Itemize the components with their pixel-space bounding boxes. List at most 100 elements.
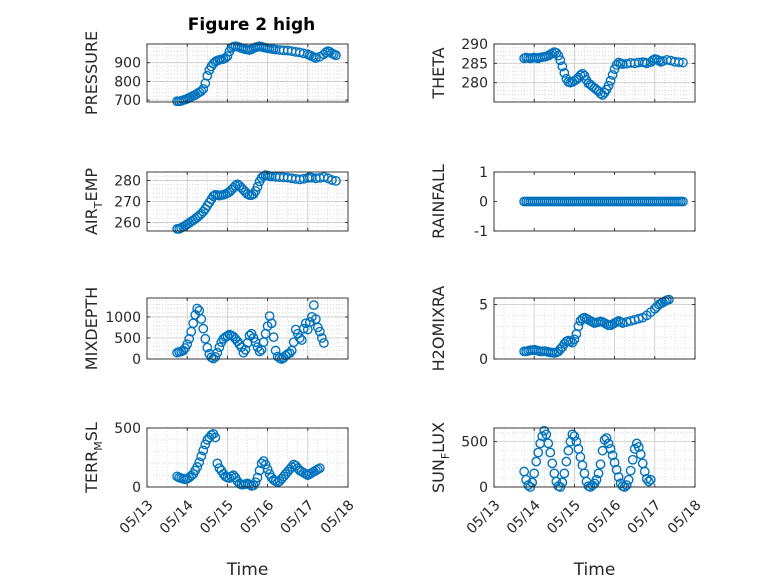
data-point [254,346,265,357]
data-point [605,75,616,86]
data-point [266,318,277,329]
y-tick-label: 280 [461,76,488,92]
data-point [555,55,566,66]
y-tick-label: 0 [479,352,488,368]
x-tick-label: 05/18 [318,497,358,537]
data-point [206,352,217,363]
data-point [244,479,255,490]
data-point [256,458,267,469]
y-tick-label: -1 [474,224,488,240]
data-point [573,321,584,332]
data-point [595,459,606,470]
axes-box [493,43,696,103]
x-tick-label: 05/14 [157,497,197,537]
y-label-main: TERR [82,451,101,494]
data-point [571,436,582,447]
figure-title: Figure 2 high [188,15,316,35]
axes-box [146,297,349,360]
data-point [613,472,624,482]
data-point [545,447,556,458]
data-point [238,347,249,358]
data-point [298,323,309,334]
data-point [607,70,618,80]
data-point [563,445,574,456]
y-label-tail: LUX [429,422,448,453]
y-tick-label: 0 [132,352,141,368]
data-point [331,175,341,186]
data-point [308,300,319,311]
y-label-main: AIR [82,208,101,235]
data-point [603,438,614,449]
data-point [260,459,271,470]
x-tick-label: 05/15 [544,497,584,537]
data-point [663,294,674,305]
data-point [533,447,544,458]
y-label-tail: EMP [82,168,101,202]
data-point [316,333,327,343]
data-point [198,84,209,94]
data-point [252,472,263,483]
data-point [314,463,325,474]
data-point [557,61,568,72]
y-tick-label: 270 [114,195,141,211]
data-point [678,57,688,68]
data-point [184,333,195,344]
data-point [643,476,654,487]
y-axis-label: AIRTEMP [82,168,105,235]
y-label-main: H2OMIXRA [429,286,448,372]
y-tick-label: 260 [114,216,141,232]
data-point [248,480,259,491]
x-tick-label: 05/13 [464,497,504,537]
data-point [641,58,652,69]
y-tick-label: 0 [132,480,141,496]
y-axis-label: TERRMSL [82,422,105,494]
y-label-subscript: F [439,453,452,459]
data-point [210,432,221,443]
data-point [569,334,580,345]
y-tick-label: 0 [479,480,488,496]
axes-box [146,43,349,103]
data-point [551,47,562,58]
x-tick-label: 05/17 [278,497,318,537]
data-point [182,339,193,350]
data-point [198,323,209,334]
subplot-grid: 700 800 900 PRESSURE Figure 2 high 280 285 290 T… [82,15,705,580]
data-point [250,477,261,488]
y-axis-label: H2OMIXRA [429,286,448,372]
data-point [230,180,241,191]
data-point [294,333,305,343]
data-point [226,471,237,482]
data-point [314,326,325,337]
series-points [172,428,325,491]
data-point [641,473,652,484]
data-point [212,458,223,469]
data-point [678,196,688,207]
subplot-7: 0 500 05/13 05/14 05/15 05/16 05/17 05/18 Time TE… [82,421,358,580]
data-point [196,86,207,97]
y-tick-label: 1000 [105,310,141,326]
series-points [172,170,341,234]
y-tick-label: 900 [114,56,141,72]
y-tick-label: 285 [461,56,488,72]
data-point [575,70,586,81]
axes-box [146,427,349,488]
subplot-8: 0 500 05/13 05/14 05/15 05/16 05/17 05/18 Time SU… [429,422,705,580]
y-tick-label: 0 [479,195,488,211]
subplot-6: 0 5 H2OMIXRA [429,286,696,372]
y-label-main: THETA [429,47,448,99]
data-point [212,347,223,358]
y-label-subscript: M [92,441,105,451]
data-point [561,456,572,467]
y-label-main: PRESSURE [82,31,101,115]
x-tick-label: 05/17 [625,497,665,537]
data-point [633,313,644,324]
y-axis-label: PRESSURE [82,31,101,115]
data-point [529,468,540,479]
data-point [194,457,205,468]
y-axis-label: SUNFLUX [429,422,452,493]
y-tick-label: 500 [114,331,141,347]
data-point [531,456,542,467]
y-label-main: MIXDEPTH [82,287,101,370]
